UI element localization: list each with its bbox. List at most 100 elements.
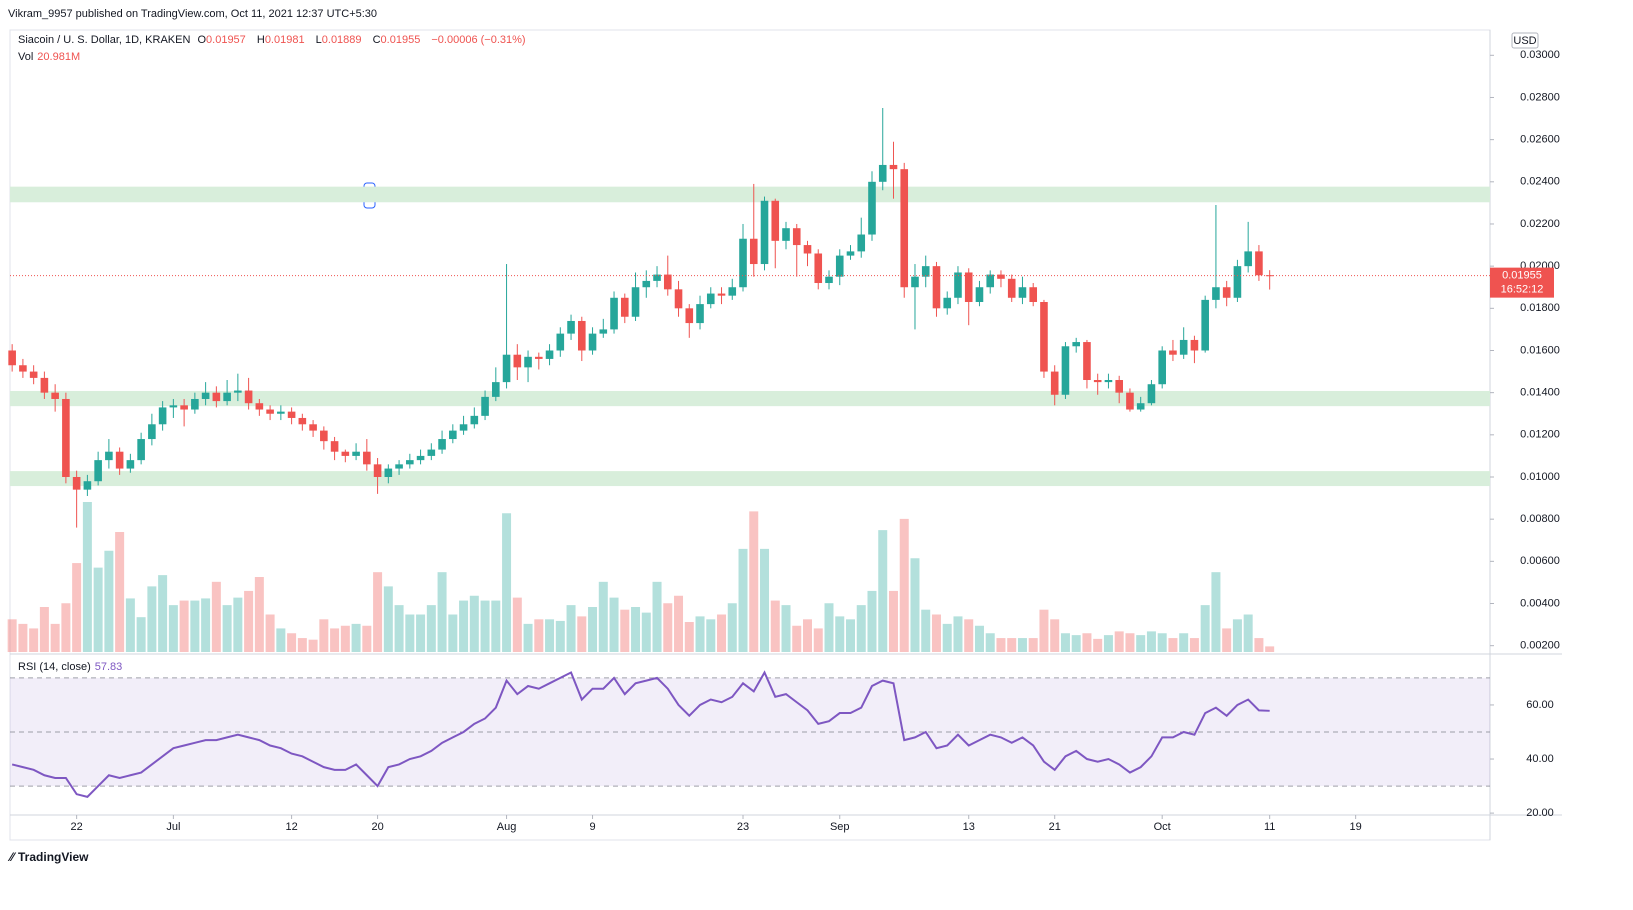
volume-bar xyxy=(125,598,135,652)
candle-body xyxy=(706,293,715,305)
volume-bar xyxy=(18,623,28,652)
volume-bar xyxy=(491,600,501,652)
volume-bar xyxy=(222,605,232,652)
volume-bar xyxy=(158,575,168,652)
key: C xyxy=(372,34,381,46)
candle-body xyxy=(373,464,382,477)
candle-body xyxy=(1104,380,1113,383)
volume-bar xyxy=(50,623,60,652)
candle-body xyxy=(524,356,532,368)
volume-bar xyxy=(738,548,748,652)
volume-bar xyxy=(211,581,221,652)
volume-legend: Vol 20.981M xyxy=(18,51,84,63)
volume-bar xyxy=(1157,633,1167,652)
candle-body xyxy=(921,266,930,277)
x-tick-label: Aug xyxy=(497,821,517,833)
candle-body xyxy=(975,287,984,302)
candle-body xyxy=(814,253,823,284)
y-tick-label: 0.01200 xyxy=(1520,429,1560,441)
candle-body xyxy=(610,297,618,330)
candle-body xyxy=(1265,275,1274,277)
volume-bar xyxy=(416,614,426,652)
low-value: 0.01889 xyxy=(321,34,362,46)
volume-bar xyxy=(770,600,780,652)
symbol-title: Siacoin / U. S. Dollar, 1D, KRAKEN xyxy=(18,34,191,46)
key: H xyxy=(256,34,265,46)
x-tick-label: 23 xyxy=(737,821,749,833)
volume-bar xyxy=(652,581,662,652)
volume-bar xyxy=(1189,638,1199,652)
rsi-legend: RSI (14, close) 57.83 xyxy=(18,661,126,673)
volume-bar xyxy=(373,572,383,652)
volume-key: Vol xyxy=(18,51,34,63)
candle-body xyxy=(588,333,597,351)
support-zone xyxy=(10,471,1490,487)
volume-bar xyxy=(1243,614,1253,652)
volume-bar xyxy=(1050,619,1060,652)
x-tick-label: 9 xyxy=(589,821,595,833)
x-tick-label: 12 xyxy=(285,821,297,833)
volume-value: 20.981M xyxy=(37,51,81,63)
candle-body xyxy=(1212,287,1220,300)
volume-bar xyxy=(878,530,888,652)
candle-body xyxy=(470,415,479,425)
volume-bar xyxy=(609,597,619,652)
volume-bar xyxy=(29,628,39,652)
y-tick-label: 0.03000 xyxy=(1520,49,1560,61)
price-tag xyxy=(1490,267,1554,298)
volume-bar xyxy=(663,603,673,652)
volume-bar xyxy=(93,567,103,652)
volume-bar xyxy=(469,595,479,652)
candle-body xyxy=(212,392,221,402)
currency-box[interactable] xyxy=(1511,32,1539,49)
volume-bar xyxy=(1179,633,1189,652)
y-tick-label: 0.02400 xyxy=(1520,176,1560,188)
volume-bar xyxy=(577,616,587,652)
candle-body xyxy=(1061,346,1070,395)
y-tick-label: 0.02200 xyxy=(1520,218,1560,230)
candle-body xyxy=(642,280,651,288)
volume-bar xyxy=(276,628,286,652)
volume-bar xyxy=(803,619,813,652)
candle-body xyxy=(191,398,199,410)
ohlc: L0.01889 xyxy=(316,34,366,46)
y-tick-label: 0.01400 xyxy=(1520,387,1560,399)
volume-bar xyxy=(835,616,845,652)
candle-body xyxy=(244,390,253,404)
candle-body xyxy=(287,411,296,418)
volume-bar xyxy=(1125,633,1135,652)
candle-body xyxy=(158,407,167,425)
volume-bar xyxy=(190,600,200,652)
volume-bar xyxy=(899,518,909,652)
candle-body xyxy=(502,354,511,383)
volume-bar xyxy=(566,605,576,652)
volume-bar xyxy=(437,572,447,652)
volume-bar xyxy=(1168,638,1178,652)
x-tick-label: 22 xyxy=(71,821,83,833)
x-tick-label: 11 xyxy=(1264,821,1275,833)
volume-bar xyxy=(1254,638,1264,652)
candle-body xyxy=(1255,251,1263,276)
volume-bar xyxy=(72,563,82,652)
candle-body xyxy=(169,405,178,408)
volume-bar xyxy=(340,625,350,652)
volume-bar xyxy=(179,600,189,652)
candle-body xyxy=(320,430,328,442)
volume-bar xyxy=(512,597,522,652)
candle-body xyxy=(406,460,414,465)
high-value: 0.01981 xyxy=(264,34,305,46)
volume-bar xyxy=(1060,633,1070,652)
volume-bar xyxy=(1146,631,1156,652)
candle-body xyxy=(653,274,661,281)
volume-bar xyxy=(749,511,759,652)
candle-body xyxy=(954,272,962,298)
volume-bar xyxy=(545,619,555,652)
volume-bar xyxy=(7,619,17,652)
volume-bar xyxy=(641,612,651,652)
volume-bar xyxy=(523,623,533,652)
candle-body xyxy=(997,274,1005,279)
candle-body xyxy=(459,424,468,431)
candle-body xyxy=(878,164,887,182)
